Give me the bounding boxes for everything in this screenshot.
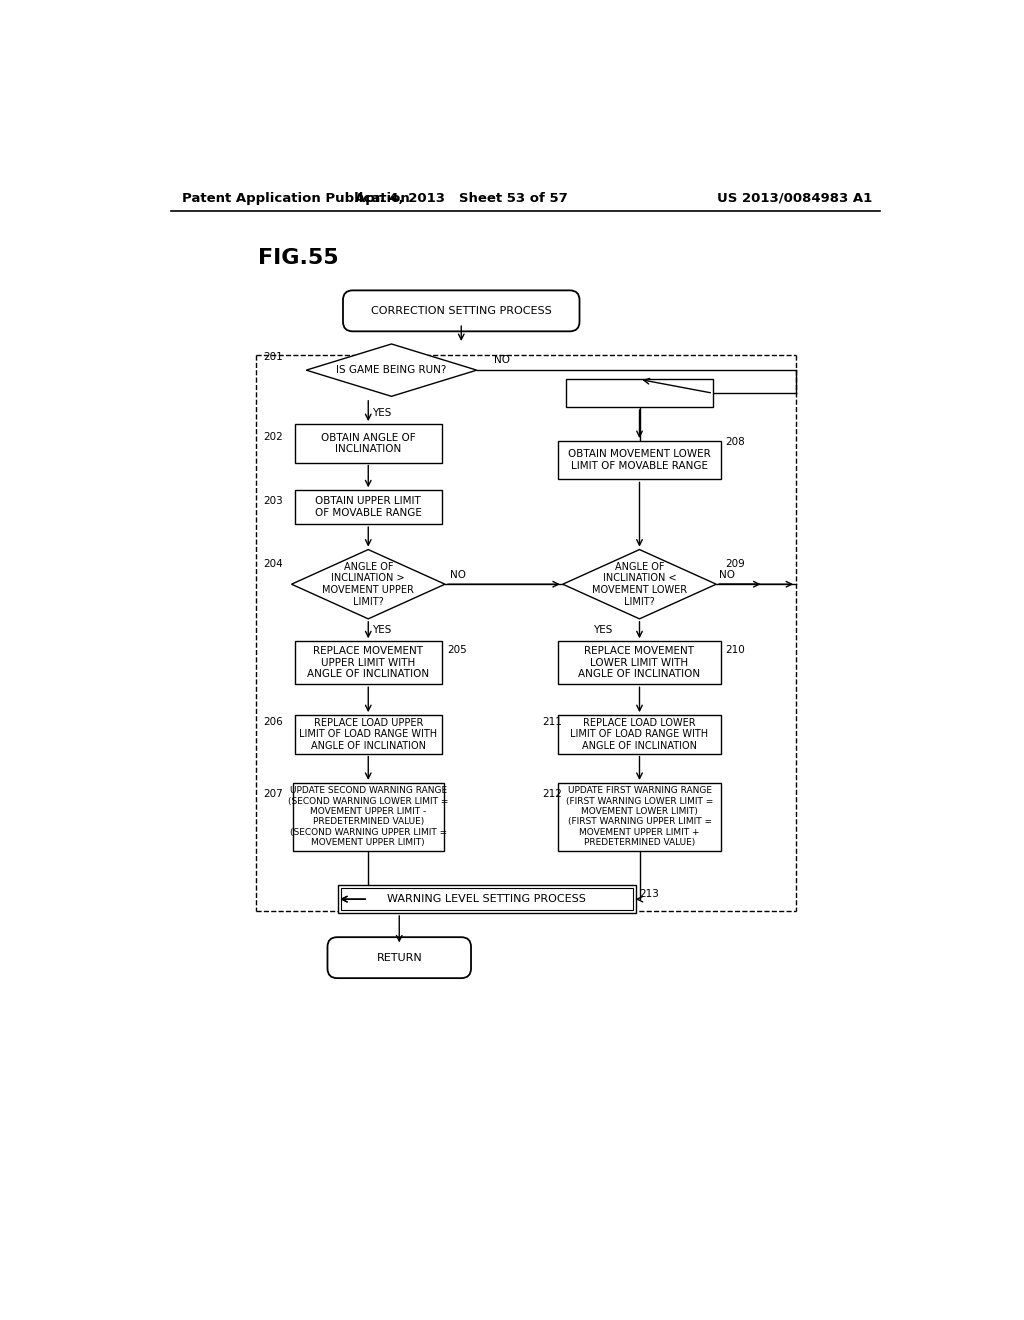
Text: ANGLE OF
INCLINATION >
MOVEMENT UPPER
LIMIT?: ANGLE OF INCLINATION > MOVEMENT UPPER LI…: [323, 562, 414, 607]
Text: ANGLE OF
INCLINATION <
MOVEMENT LOWER
LIMIT?: ANGLE OF INCLINATION < MOVEMENT LOWER LI…: [592, 562, 687, 607]
Bar: [295, 715, 442, 754]
Polygon shape: [563, 549, 716, 619]
Text: YES: YES: [372, 408, 391, 417]
Polygon shape: [292, 549, 445, 619]
Text: 203: 203: [263, 496, 284, 506]
FancyBboxPatch shape: [328, 937, 471, 978]
Text: YES: YES: [372, 626, 391, 635]
Bar: [295, 490, 442, 524]
Text: RETURN: RETURN: [377, 953, 422, 962]
Text: Apr. 4, 2013   Sheet 53 of 57: Apr. 4, 2013 Sheet 53 of 57: [355, 191, 567, 205]
Bar: [341, 888, 633, 909]
Text: 206: 206: [263, 717, 284, 727]
Text: REPLACE LOAD UPPER
LIMIT OF LOAD RANGE WITH
ANGLE OF INCLINATION: REPLACE LOAD UPPER LIMIT OF LOAD RANGE W…: [299, 718, 437, 751]
Text: CORRECTION SETTING PROCESS: CORRECTION SETTING PROCESS: [371, 306, 552, 315]
Text: 202: 202: [263, 432, 284, 442]
Bar: [558, 642, 721, 684]
Polygon shape: [306, 345, 477, 396]
Text: 210: 210: [725, 644, 744, 655]
Text: 208: 208: [725, 437, 744, 446]
Text: OBTAIN ANGLE OF
INCLINATION: OBTAIN ANGLE OF INCLINATION: [321, 433, 416, 454]
Text: 213: 213: [640, 888, 659, 899]
Text: 201: 201: [263, 352, 284, 362]
Bar: [558, 783, 721, 850]
Text: REPLACE MOVEMENT
LOWER LIMIT WITH
ANGLE OF INCLINATION: REPLACE MOVEMENT LOWER LIMIT WITH ANGLE …: [579, 647, 700, 680]
Text: YES: YES: [593, 626, 612, 635]
Text: OBTAIN MOVEMENT LOWER
LIMIT OF MOVABLE RANGE: OBTAIN MOVEMENT LOWER LIMIT OF MOVABLE R…: [568, 449, 711, 471]
Text: 209: 209: [725, 560, 744, 569]
Text: UPDATE SECOND WARNING RANGE
(SECOND WARNING LOWER LIMIT =
MOVEMENT UPPER LIMIT -: UPDATE SECOND WARNING RANGE (SECOND WARN…: [288, 787, 449, 847]
Text: WARNING LEVEL SETTING PROCESS: WARNING LEVEL SETTING PROCESS: [387, 894, 587, 904]
Bar: [295, 642, 442, 684]
Text: FIG.55: FIG.55: [258, 248, 339, 268]
Text: 204: 204: [263, 560, 284, 569]
Bar: [293, 783, 443, 850]
Bar: [558, 715, 721, 754]
Text: REPLACE LOAD LOWER
LIMIT OF LOAD RANGE WITH
ANGLE OF INCLINATION: REPLACE LOAD LOWER LIMIT OF LOAD RANGE W…: [570, 718, 709, 751]
Text: 205: 205: [447, 644, 467, 655]
Text: NO: NO: [494, 355, 510, 366]
FancyBboxPatch shape: [343, 290, 580, 331]
Text: Patent Application Publication: Patent Application Publication: [182, 191, 410, 205]
Text: 212: 212: [543, 788, 562, 799]
Text: REPLACE MOVEMENT
UPPER LIMIT WITH
ANGLE OF INCLINATION: REPLACE MOVEMENT UPPER LIMIT WITH ANGLE …: [307, 647, 429, 680]
Text: OBTAIN UPPER LIMIT
OF MOVABLE RANGE: OBTAIN UPPER LIMIT OF MOVABLE RANGE: [314, 496, 422, 517]
Bar: [295, 424, 442, 462]
Text: 211: 211: [543, 717, 562, 727]
Text: US 2013/0084983 A1: US 2013/0084983 A1: [717, 191, 872, 205]
Text: 207: 207: [263, 788, 284, 799]
Bar: [566, 379, 713, 407]
Bar: [558, 441, 721, 479]
Text: IS GAME BEING RUN?: IS GAME BEING RUN?: [336, 366, 446, 375]
Text: NO: NO: [719, 570, 735, 579]
Text: UPDATE FIRST WARNING RANGE
(FIRST WARNING LOWER LIMIT =
MOVEMENT LOWER LIMIT)
(F: UPDATE FIRST WARNING RANGE (FIRST WARNIN…: [566, 787, 713, 847]
Bar: [338, 886, 636, 913]
Text: NO: NO: [450, 570, 466, 579]
